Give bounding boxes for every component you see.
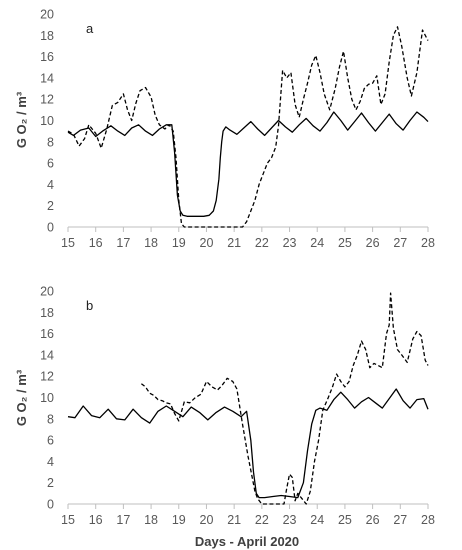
y-tick-label: 8 — [47, 412, 54, 426]
x-tick-label: 17 — [116, 513, 130, 527]
y-tick-label: 18 — [40, 306, 54, 320]
y-tick-label: 10 — [40, 114, 54, 128]
y-tick-label: 0 — [47, 498, 54, 512]
panel-b-y-axis-label: G O₂ / m³ — [14, 369, 29, 426]
y-tick-label: 12 — [40, 370, 54, 384]
x-tick-label: 22 — [255, 513, 269, 527]
y-tick-label: 12 — [40, 93, 54, 107]
y-tick-label: 10 — [40, 391, 54, 405]
x-tick-label: 26 — [366, 513, 380, 527]
x-tick-label: 18 — [144, 236, 158, 250]
y-tick-label: 4 — [47, 178, 54, 192]
x-axis-label: Days - April 2020 — [195, 534, 299, 549]
x-tick-label: 20 — [200, 236, 214, 250]
panel-b: b G O₂ / m³ Days - April 2020 0246810121… — [14, 285, 435, 550]
x-tick-label: 20 — [200, 513, 214, 527]
y-tick-label: 6 — [47, 157, 54, 171]
series-line-dashed-b — [141, 292, 429, 505]
y-tick-label: 16 — [40, 50, 54, 64]
x-tick-label: 15 — [61, 513, 75, 527]
y-tick-label: 14 — [40, 71, 54, 85]
x-tick-label: 24 — [310, 513, 324, 527]
series-line-solid-a — [67, 111, 429, 217]
panel-a-y-axis-label: G O₂ / m³ — [14, 91, 29, 148]
series-line-solid-b — [67, 388, 429, 499]
x-tick-label: 22 — [255, 236, 269, 250]
x-tick-label: 25 — [338, 513, 352, 527]
series-line-dashed-a — [67, 26, 429, 228]
x-tick-label: 18 — [144, 513, 158, 527]
x-tick-label: 25 — [338, 236, 352, 250]
panel-a-label: a — [86, 21, 94, 36]
x-tick-label: 16 — [89, 513, 103, 527]
y-tick-label: 16 — [40, 327, 54, 341]
y-tick-label: 8 — [47, 135, 54, 149]
y-tick-label: 4 — [47, 455, 54, 469]
x-tick-label: 26 — [366, 236, 380, 250]
x-tick-label: 21 — [227, 236, 241, 250]
y-tick-label: 2 — [47, 199, 54, 213]
x-tick-label: 15 — [61, 236, 75, 250]
y-tick-label: 14 — [40, 348, 54, 362]
panel-b-label: b — [86, 298, 93, 313]
x-tick-label: 19 — [172, 513, 186, 527]
y-tick-label: 20 — [40, 285, 54, 299]
y-tick-label: 20 — [40, 8, 54, 22]
x-tick-label: 16 — [89, 236, 103, 250]
x-tick-label: 23 — [283, 513, 297, 527]
x-tick-label: 21 — [227, 513, 241, 527]
x-tick-label: 19 — [172, 236, 186, 250]
y-tick-label: 18 — [40, 29, 54, 43]
x-tick-label: 27 — [393, 513, 407, 527]
x-tick-label: 23 — [283, 236, 297, 250]
x-tick-label: 28 — [421, 513, 435, 527]
x-tick-label: 28 — [421, 236, 435, 250]
x-tick-label: 24 — [310, 236, 324, 250]
x-tick-label: 17 — [116, 236, 130, 250]
y-tick-label: 2 — [47, 476, 54, 490]
y-tick-label: 0 — [47, 221, 54, 235]
x-tick-label: 27 — [393, 236, 407, 250]
y-tick-label: 6 — [47, 434, 54, 448]
